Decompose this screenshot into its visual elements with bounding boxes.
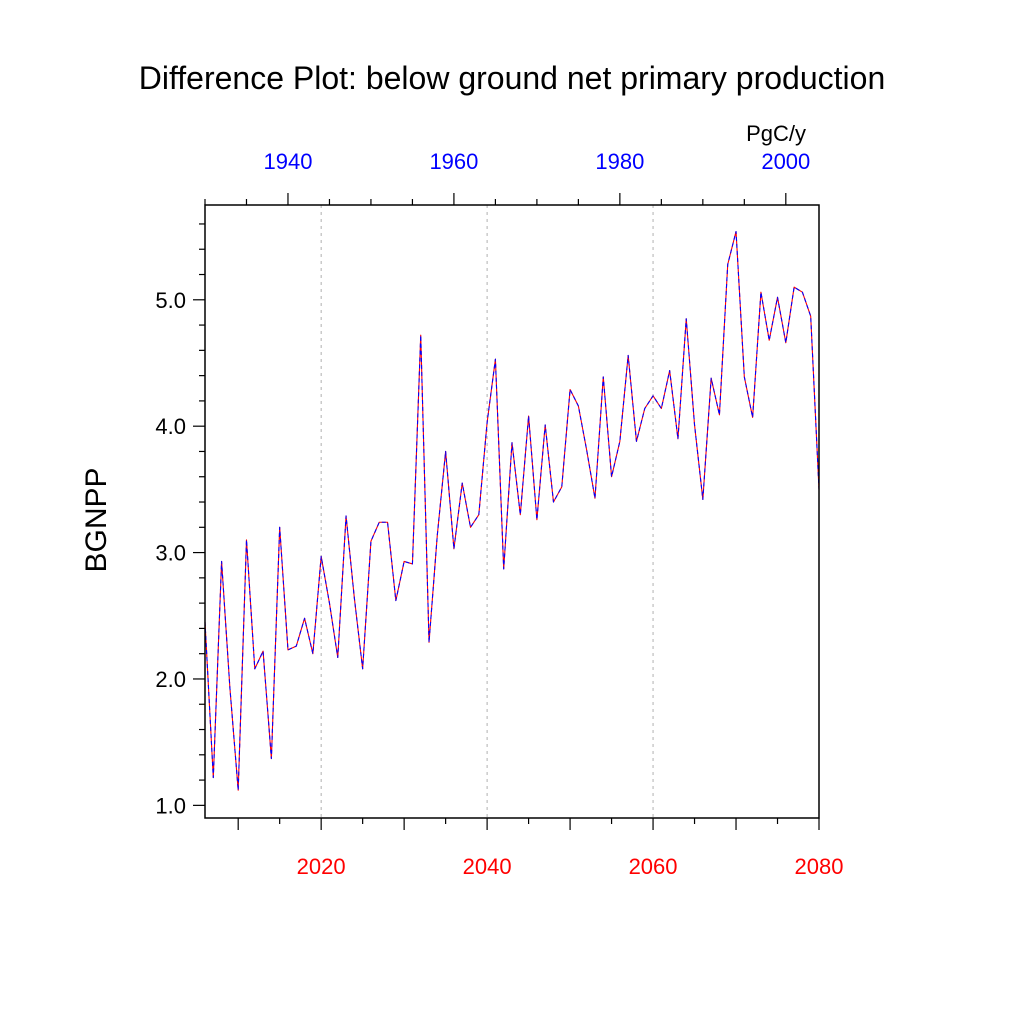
tick-labels: 1.0 2.0 3.0 4.0 5.0 2020 2040 2060 2080 1940 1960 1…	[155, 149, 843, 879]
top-tick-label: 1980	[595, 149, 644, 174]
y-tick-label: 2.0	[155, 667, 186, 692]
y-tick-label: 1.0	[155, 793, 186, 818]
top-tick-label: 1960	[429, 149, 478, 174]
series-line-blue	[204, 230, 820, 791]
y-axis-title: BGNPP	[80, 467, 113, 572]
bottom-tick-label: 2020	[297, 854, 346, 879]
y-tick-label: 5.0	[155, 288, 186, 313]
top-tick-label: 1940	[263, 149, 312, 174]
plot-frame	[204, 204, 820, 819]
units-label: PgC/y	[746, 121, 806, 146]
y-tick-label: 4.0	[155, 414, 186, 439]
chart-title: Difference Plot: below ground net primar…	[139, 60, 885, 96]
grid-lines	[320, 205, 654, 818]
series-lines	[204, 230, 820, 791]
y-tick-label: 3.0	[155, 541, 186, 566]
bottom-tick-label: 2080	[795, 854, 844, 879]
series-line-red	[204, 230, 820, 791]
bottom-tick-label: 2060	[629, 854, 678, 879]
top-tick-label: 2000	[761, 149, 810, 174]
axis-ticks	[193, 193, 820, 830]
bottom-tick-label: 2040	[463, 854, 512, 879]
